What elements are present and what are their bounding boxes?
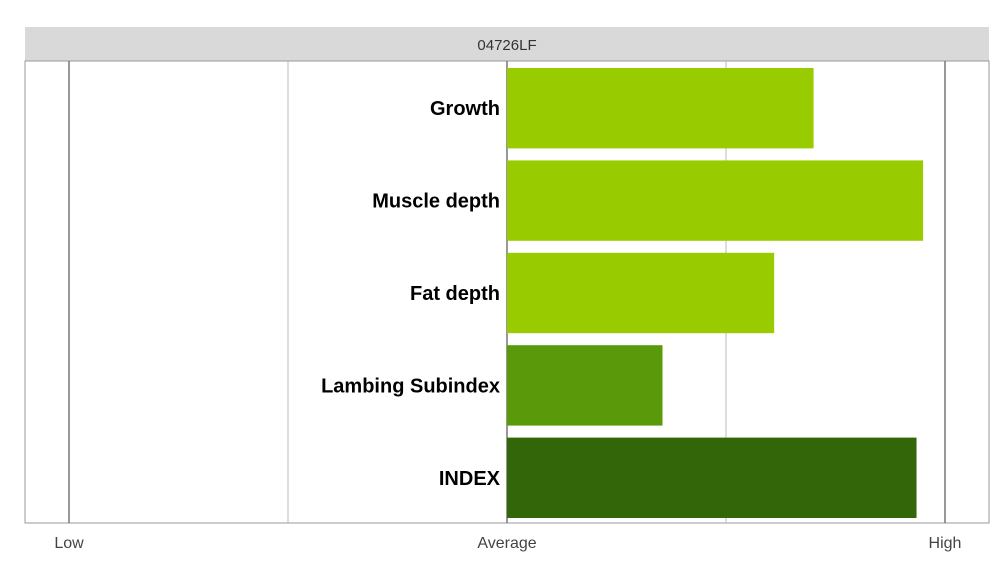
- tick-label-low: Low: [54, 535, 84, 552]
- bar-index: [507, 437, 917, 518]
- category-label-index: INDEX: [439, 468, 501, 490]
- bar-muscle-depth: [507, 160, 924, 241]
- category-label-fat-depth: Fat depth: [410, 283, 500, 305]
- tick-label-average: Average: [477, 535, 536, 552]
- panel-header: [25, 27, 989, 61]
- category-labels: Growth Muscle depth Fat depth Lambing Subin…: [321, 98, 501, 490]
- category-label-growth: Growth: [430, 98, 500, 120]
- bar-fat-depth: [507, 252, 775, 334]
- x-axis-ticks: Low Average High: [54, 535, 961, 552]
- chart-title: 04726LF: [477, 37, 536, 54]
- bar-growth: [507, 68, 814, 149]
- bars: [507, 68, 924, 518]
- tick-label-high: High: [929, 535, 962, 552]
- bar-lambing-subindex: [507, 345, 663, 426]
- category-label-muscle-depth: Muscle depth: [372, 191, 500, 213]
- category-label-lambing-subindex: Lambing Subindex: [321, 375, 500, 397]
